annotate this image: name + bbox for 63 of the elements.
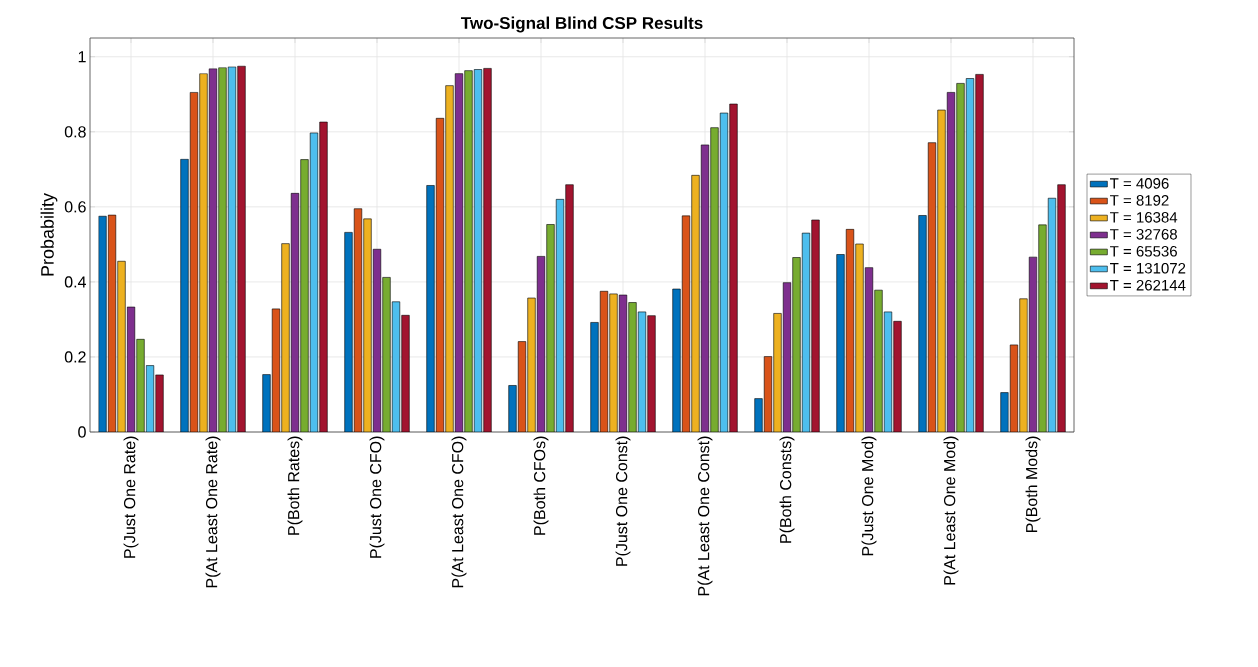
- bar: [710, 127, 719, 432]
- y-axis-title: Probability: [40, 193, 58, 276]
- x-tick-label: P(Just One Rate): [123, 436, 139, 558]
- y-tick-label: 0.2: [64, 351, 86, 363]
- y-tick-label: 1: [78, 51, 86, 63]
- legend-label: T = 32768: [1110, 229, 1177, 240]
- legend-label: T = 262144: [1110, 279, 1186, 291]
- legend-label: T = 16384: [1110, 212, 1178, 223]
- bar: [1019, 298, 1028, 432]
- bar: [237, 65, 246, 432]
- bar: [445, 85, 454, 432]
- bar: [300, 159, 309, 432]
- legend-label: T = 65536: [1110, 245, 1177, 257]
- bar: [874, 289, 883, 432]
- y-tick-label: 0: [78, 426, 86, 438]
- bar: [975, 74, 984, 432]
- x-tick-label: P(At Least One Mod): [943, 436, 959, 585]
- bar: [117, 260, 126, 432]
- bar: [609, 293, 618, 432]
- bar: [729, 103, 738, 432]
- bar: [136, 339, 145, 432]
- legend-label: T = 8192: [1110, 195, 1169, 206]
- bar: [937, 109, 946, 432]
- bar: [546, 224, 555, 432]
- x-tick-label: P(Both CFOs): [533, 436, 549, 535]
- bar: [1038, 224, 1047, 432]
- x-tick-label: P(Just One Mod): [861, 436, 877, 556]
- bar: [464, 70, 473, 432]
- bar: [401, 315, 410, 432]
- bar: [199, 73, 208, 432]
- x-tick-label: P(At Least One Rate): [205, 436, 221, 588]
- bar: [956, 83, 965, 432]
- y-tick-label: 0.6: [64, 201, 86, 213]
- x-tick-label: P(At Least One Const): [697, 436, 713, 596]
- y-tick-label: 0.4: [64, 276, 86, 288]
- bar: [773, 313, 782, 432]
- bar: [893, 321, 902, 432]
- x-tick-label: P(Both Mods): [1025, 436, 1041, 533]
- bar: [1000, 392, 1009, 432]
- bar: [281, 243, 290, 432]
- y-tick-label: 0.8: [64, 126, 86, 138]
- legend-label: T = 131072: [1110, 262, 1186, 274]
- x-tick-label: P(At Least One CFO): [451, 436, 467, 588]
- chart-title: Two-Signal Blind CSP Results: [460, 16, 703, 33]
- bar: [527, 297, 536, 432]
- x-tick-label: P(Both Rates): [287, 436, 303, 535]
- legend-label: T = 4096: [1110, 178, 1169, 189]
- bar: [363, 218, 372, 432]
- bar: [691, 175, 700, 432]
- bar: [792, 257, 801, 432]
- x-tick-label: P(Both Consts): [779, 436, 795, 543]
- bar: [811, 219, 820, 432]
- x-tick-label: P(Just One Const): [615, 436, 631, 566]
- bar: [483, 68, 492, 432]
- bar: [319, 121, 328, 432]
- bar: [565, 184, 574, 432]
- x-tick-label: P(Just One CFO): [369, 436, 385, 558]
- bar: [628, 302, 637, 432]
- bar: [382, 277, 391, 432]
- bar: [218, 67, 227, 432]
- bar: [647, 315, 656, 432]
- bar: [1057, 184, 1066, 432]
- bar: [855, 243, 864, 432]
